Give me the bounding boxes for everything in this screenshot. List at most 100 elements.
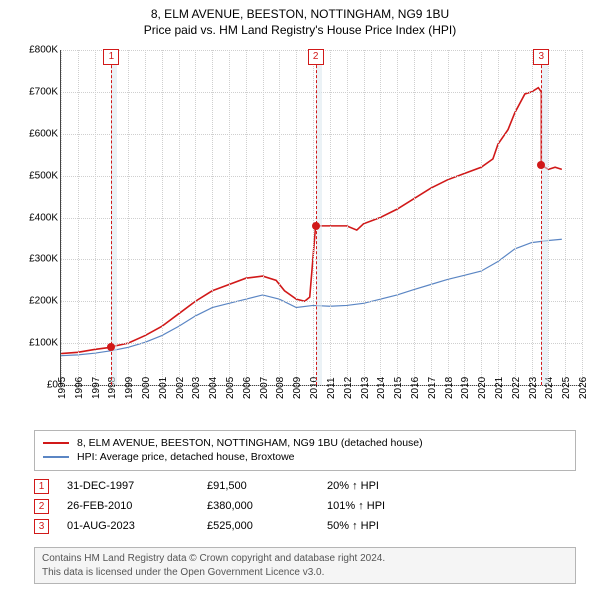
y-axis-label: £100K (29, 338, 58, 349)
plot-area: £0£100K£200K£300K£400K£500K£600K£700K£80… (60, 50, 582, 386)
event-pct: 20% ↑ HPI (327, 480, 447, 492)
series-property (61, 88, 562, 354)
chart: £0£100K£200K£300K£400K£500K£600K£700K£80… (18, 50, 582, 410)
gridline-v (95, 50, 96, 385)
event-date: 26-FEB-2010 (67, 500, 207, 512)
x-axis-label: 2000 (141, 377, 152, 399)
gridline-v (330, 50, 331, 385)
x-axis-label: 2006 (242, 377, 253, 399)
event-marker-dot (312, 222, 320, 230)
x-axis-label: 2011 (326, 377, 337, 399)
x-axis-label: 2026 (578, 377, 589, 399)
event-price: £91,500 (207, 480, 327, 492)
event-price: £525,000 (207, 520, 327, 532)
y-axis-label: £800K (29, 45, 58, 56)
x-axis-label: 2021 (494, 377, 505, 399)
gridline-v (279, 50, 280, 385)
series-hpi (61, 239, 562, 355)
event-marker-dot (107, 343, 115, 351)
x-axis-label: 2012 (343, 377, 354, 399)
x-axis-label: 2018 (444, 377, 455, 399)
gridline-v (380, 50, 381, 385)
x-axis-label: 2007 (259, 377, 270, 399)
y-axis-label: £600K (29, 128, 58, 139)
gridline-v (313, 50, 314, 385)
x-axis-label: 2009 (292, 377, 303, 399)
gridline-v (195, 50, 196, 385)
events-table: 131-DEC-1997£91,50020% ↑ HPI 2 26-FEB-2010… (34, 476, 576, 536)
title-block: 8, ELM AVENUE, BEESTON, NOTTINGHAM, NG9 … (0, 0, 600, 38)
event-marker-box: 2 (308, 49, 324, 65)
event-pct: 101% ↑ HPI (327, 500, 447, 512)
gridline-v (397, 50, 398, 385)
gridline-v (548, 50, 549, 385)
gridline-v (515, 50, 516, 385)
gridline-v (162, 50, 163, 385)
gridline-v (582, 50, 583, 385)
x-axis-label: 2004 (208, 377, 219, 399)
y-axis-label: £700K (29, 86, 58, 97)
gridline-v (145, 50, 146, 385)
event-marker-dot (537, 161, 545, 169)
legend-swatch (43, 456, 69, 458)
x-axis-label: 2020 (477, 377, 488, 399)
x-axis-label: 2013 (360, 377, 371, 399)
event-pct: 50% ↑ HPI (327, 520, 447, 532)
legend-row: HPI: Average price, detached house, Brox… (43, 451, 567, 463)
event-band (541, 50, 548, 385)
gridline-v (296, 50, 297, 385)
gridline-v (229, 50, 230, 385)
x-axis-label: 2019 (460, 377, 471, 399)
event-marker-box: 3 (533, 49, 549, 65)
y-axis-label: £300K (29, 254, 58, 265)
footer-attribution: Contains HM Land Registry data © Crown c… (34, 547, 576, 584)
x-axis-label: 2023 (528, 377, 539, 399)
event-price: £380,000 (207, 500, 327, 512)
gridline-v (364, 50, 365, 385)
event-row: 131-DEC-1997£91,50020% ↑ HPI (34, 476, 576, 496)
event-marker-box: 1 (103, 49, 119, 65)
gridline-v (414, 50, 415, 385)
footer-line-2: This data is licensed under the Open Gov… (42, 566, 568, 580)
event-number-box: 2 (34, 499, 49, 514)
x-axis-label: 1999 (124, 377, 135, 399)
y-axis-label: £400K (29, 212, 58, 223)
x-axis-label: 2002 (175, 377, 186, 399)
gridline-v (179, 50, 180, 385)
event-line (316, 50, 317, 385)
legend-label: 8, ELM AVENUE, BEESTON, NOTTINGHAM, NG9 … (77, 437, 423, 449)
event-number-box: 1 (34, 479, 49, 494)
title-line-1: 8, ELM AVENUE, BEESTON, NOTTINGHAM, NG9 … (0, 6, 600, 22)
gridline-v (464, 50, 465, 385)
gridline-v (246, 50, 247, 385)
x-axis-label: 2025 (561, 377, 572, 399)
gridline-v (212, 50, 213, 385)
gridline-v (128, 50, 129, 385)
x-axis-label: 2016 (410, 377, 421, 399)
event-date: 01-AUG-2023 (67, 520, 207, 532)
x-axis-label: 2017 (427, 377, 438, 399)
legend-row: 8, ELM AVENUE, BEESTON, NOTTINGHAM, NG9 … (43, 437, 567, 449)
x-axis-label: 2003 (191, 377, 202, 399)
gridline-v (263, 50, 264, 385)
legend-label: HPI: Average price, detached house, Brox… (77, 451, 295, 463)
gridline-v (61, 50, 62, 385)
x-axis-label: 1996 (74, 377, 85, 399)
x-axis-label: 2001 (158, 377, 169, 399)
event-line (541, 50, 542, 385)
gridline-v (431, 50, 432, 385)
gridline-v (347, 50, 348, 385)
x-axis-label: 1997 (91, 377, 102, 399)
y-axis-label: £500K (29, 170, 58, 181)
event-line (111, 50, 112, 385)
gridline-v (498, 50, 499, 385)
footer-line-1: Contains HM Land Registry data © Crown c… (42, 552, 568, 566)
title-line-2: Price paid vs. HM Land Registry's House … (0, 22, 600, 38)
gridline-v (78, 50, 79, 385)
gridline-v (481, 50, 482, 385)
event-number-box: 3 (34, 519, 49, 534)
x-axis-label: 2015 (393, 377, 404, 399)
x-axis-label: 2014 (376, 377, 387, 399)
legend: 8, ELM AVENUE, BEESTON, NOTTINGHAM, NG9 … (34, 430, 576, 471)
gridline-v (532, 50, 533, 385)
